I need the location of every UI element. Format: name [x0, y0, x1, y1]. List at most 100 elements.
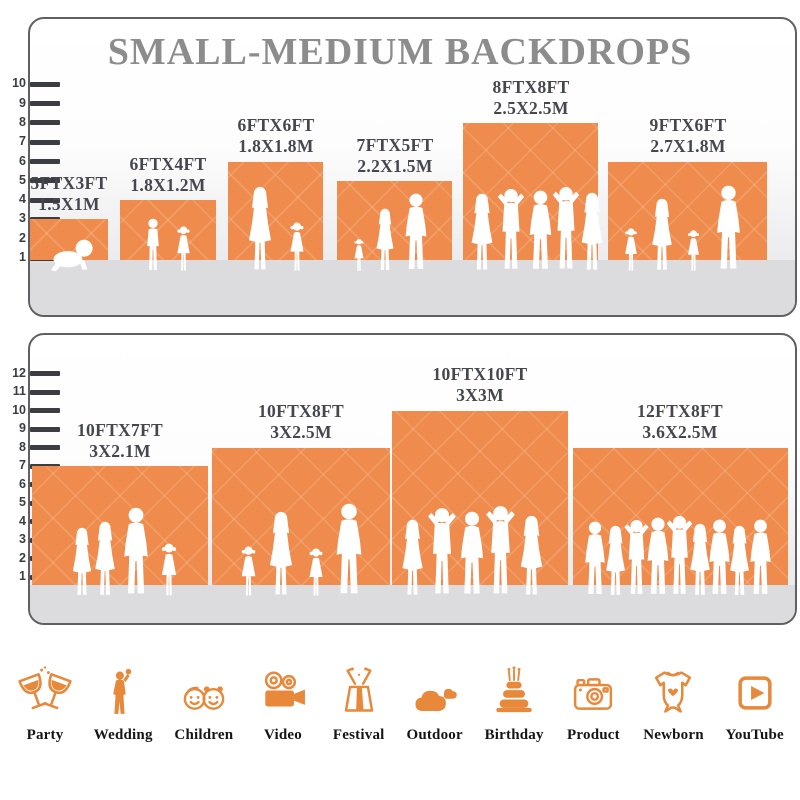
backdrop-label: 5FTX3FT 1.5X1M [30, 173, 108, 214]
children-faces-icon [183, 686, 225, 710]
category-youtube: YouTube [726, 666, 784, 744]
category-label: Wedding [93, 727, 153, 743]
category-label: Video [264, 727, 302, 743]
category-label: Party [26, 727, 64, 743]
ruler-tick [30, 427, 60, 432]
ruler-tick-label: 1 [19, 250, 26, 264]
person-silhouette [336, 503, 362, 594]
ruler-tick-label: 4 [19, 192, 26, 206]
ruler-tick [30, 159, 60, 164]
photo-camera-icon [574, 678, 613, 710]
person-silhouette [405, 193, 427, 269]
ruler-tick [30, 198, 60, 203]
category-label: Children [174, 727, 234, 743]
ruler-tick-label: 2 [19, 231, 26, 245]
person-silhouette [717, 185, 740, 269]
person-silhouette [124, 507, 148, 594]
category-label: Festival [332, 727, 385, 743]
category-row: Party Wedding Children [18, 662, 784, 744]
backdrop-label: 6FTX6FT 1.8X1.8M [237, 115, 315, 156]
ruler-tick [30, 101, 60, 106]
ruler-tick [30, 178, 60, 183]
ruler-tick-label: 12 [12, 366, 26, 380]
ruler-tick-label: 9 [19, 96, 26, 110]
ruler-tick-label: 2 [19, 551, 26, 565]
person-silhouette [290, 222, 304, 271]
category-party: Party [18, 664, 72, 744]
ruler-tick-label: 8 [19, 440, 26, 454]
category-label: Product [567, 727, 620, 743]
person-silhouette [177, 226, 190, 271]
backdrop-label: 10FTX7FT 3X2.1M [76, 420, 163, 461]
person-silhouette [652, 198, 672, 270]
ruler-tick [30, 408, 60, 413]
category-label: Birthday [484, 727, 544, 743]
category-children: Children [174, 670, 233, 744]
ruler-tick-label: 9 [19, 421, 26, 435]
person-silhouette [147, 218, 159, 270]
category-label: Outdoor [406, 727, 463, 743]
category-label: YouTube [725, 727, 784, 743]
backdrop-label: 7FTX5FT 2.2X1.5M [356, 135, 434, 176]
birthday-cake-icon [496, 666, 532, 713]
youtube-play-icon [738, 676, 772, 710]
category-video: Video [255, 666, 311, 744]
ruler-tick-label: 3 [19, 532, 26, 546]
baby-onesie-icon [655, 671, 692, 713]
backdrop-label: 9FTX6FT 2.7X1.8M [649, 115, 727, 156]
person-silhouette [309, 548, 323, 596]
gift-box-icon [344, 667, 373, 712]
backdrop-label: 12FTX8FT 3.6X2.5M [636, 401, 723, 442]
person-silhouette [248, 186, 272, 270]
ruler-tick-label: 1 [19, 569, 26, 583]
ruler-tick-label: 8 [19, 115, 26, 129]
ruler-tick-label: 4 [19, 514, 26, 528]
category-wedding: Wedding [94, 664, 153, 744]
page-title: SMALL-MEDIUM BACKDROPS [107, 31, 693, 73]
person-silhouette [520, 515, 543, 595]
backdrop-6ftx4ft [120, 200, 216, 260]
category-festival: Festival [333, 662, 385, 744]
ruler-tick-label: 7 [19, 458, 26, 472]
person-silhouette [497, 189, 525, 269]
ruler-tick-label: 7 [19, 134, 26, 148]
person-silhouette [95, 521, 115, 595]
ruler-tick-label: 5 [19, 173, 26, 187]
backdrop-10ftx8ft [212, 448, 390, 585]
person-silhouette [241, 546, 256, 596]
backdrop-label: 6FTX4FT 1.8X1.2M [129, 154, 207, 195]
category-newborn: Newborn [643, 664, 704, 744]
cloud-icon [415, 688, 457, 711]
backdrop-7ftx5ft [337, 181, 452, 260]
baby-silhouette [50, 239, 93, 272]
ruler-tick [30, 390, 60, 395]
person-silhouette [625, 228, 637, 271]
person-silhouette [581, 192, 603, 270]
ruler-tick [30, 445, 60, 450]
backdrop-label: 10FTX8FT 3X2.5M [257, 401, 344, 442]
person-silhouette [269, 511, 293, 595]
floor-strip [30, 585, 795, 623]
backdrop-label: 8FTX8FT 2.5X2.5M [492, 77, 570, 118]
ruler-tick-label: 6 [19, 154, 26, 168]
backdrop-10ftx7ft [32, 466, 208, 585]
ruler-tick-label: 6 [19, 477, 26, 491]
category-birthday: Birthday [485, 662, 544, 744]
ruler-tick-label: 10 [12, 76, 26, 90]
ruler-tick-label: 11 [12, 384, 26, 398]
category-outdoor: Outdoor [406, 672, 463, 744]
ruler-tick [30, 82, 60, 87]
ruler-tick [30, 371, 60, 376]
backdrop-6ftx6ft [228, 162, 323, 260]
floor-strip [30, 260, 795, 315]
category-label: Newborn [643, 727, 704, 743]
person-silhouette [486, 506, 515, 594]
ruler-tick-label: 5 [19, 495, 26, 509]
person-silhouette [354, 239, 364, 271]
ruler-tick-label: 10 [12, 403, 26, 417]
party-glasses-icon [18, 666, 72, 710]
backdrop-label: 10FTX10FT 3X3M [432, 364, 528, 405]
wedding-couple-icon [113, 668, 132, 714]
person-silhouette [161, 543, 177, 596]
